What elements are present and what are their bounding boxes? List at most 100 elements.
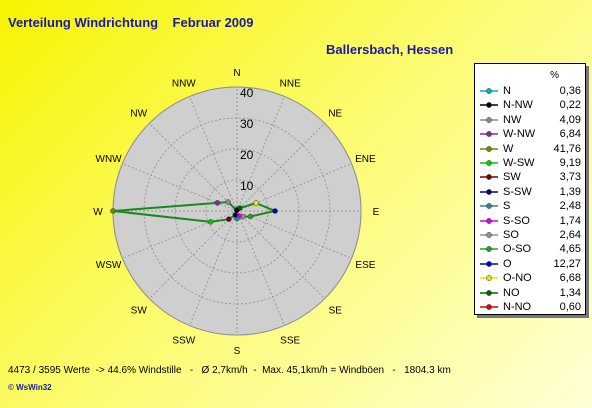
grid-spoke	[236, 210, 352, 259]
legend-item: O-NO 6,68	[475, 271, 585, 285]
legend-item: SW 3,73	[475, 170, 585, 184]
legend-item: NW 4,09	[475, 113, 585, 127]
legend-marker-icon	[480, 260, 498, 267]
direction-label: NNE	[280, 79, 301, 90]
legend-marker-icon	[480, 116, 498, 123]
legend-label: SO	[503, 229, 519, 241]
legend-marker-icon	[480, 102, 498, 109]
legend-marker-icon	[480, 188, 498, 195]
data-point	[207, 219, 214, 225]
chart-subtitle: Ballersbach, Hessen	[326, 42, 454, 57]
legend-unit: %	[550, 70, 559, 81]
chart-title: Verteilung Windrichtung Februar 2009	[8, 15, 254, 30]
legend-value: 6,84	[559, 128, 581, 141]
legend-item: N 0,36	[475, 84, 585, 98]
legend-item: W-NW 6,84	[475, 127, 585, 141]
direction-label: NNW	[172, 79, 196, 90]
legend-marker-icon	[480, 304, 498, 310]
legend-item: W-SW 9,19	[475, 156, 585, 170]
grid-spoke	[148, 210, 238, 300]
legend-label: S-SW	[503, 185, 532, 198]
grid-ring	[205, 179, 269, 243]
legend-value: 4,09	[559, 113, 581, 126]
direction-label: N	[233, 68, 240, 79]
grid-spoke	[189, 96, 238, 212]
direction-label: WNW	[96, 154, 123, 165]
data-point	[225, 199, 231, 205]
legend-marker-icon	[480, 203, 498, 210]
legend-marker-icon	[480, 131, 498, 138]
legend-item: SO 2,64	[475, 228, 585, 242]
radial-tick-label: 40	[240, 86, 254, 100]
legend-item: O 12,27	[475, 257, 585, 271]
direction-label: ESE	[355, 260, 375, 271]
legend-label: S-SO	[503, 214, 530, 227]
grid-spoke	[236, 96, 285, 212]
legend-item: NO 1,34	[475, 286, 585, 300]
legend-value: 6,68	[559, 272, 581, 285]
legend-value: 0,60	[559, 301, 581, 313]
grid-spoke	[236, 210, 326, 300]
legend-item: S 2,48	[475, 199, 585, 213]
legend-value: 2,64	[559, 229, 581, 241]
legend-label: S	[503, 200, 511, 213]
data-point	[232, 212, 239, 218]
direction-label: WSW	[96, 260, 122, 271]
direction-label: NE	[328, 109, 342, 120]
software-brand: © WsWin32	[8, 383, 52, 392]
legend-label: N-NO	[503, 301, 532, 313]
direction-label: S	[234, 346, 241, 357]
direction-label: W	[93, 207, 103, 218]
data-point	[233, 207, 240, 214]
legend-item: N-NO 0,60	[475, 300, 585, 314]
direction-label: SE	[329, 305, 343, 316]
data-point	[214, 200, 221, 206]
legend-label: N-NW	[503, 99, 533, 112]
legend-value: 9,19	[559, 157, 581, 169]
legend-marker-icon	[480, 88, 498, 94]
legend-value: 2,48	[559, 200, 581, 213]
legend-label: W	[503, 142, 514, 155]
grid-spoke	[236, 210, 285, 326]
direction-label: NW	[130, 109, 147, 120]
legend-marker-icon	[480, 275, 498, 282]
legend-value: 0,22	[559, 99, 581, 112]
legend-label: SW	[503, 171, 521, 184]
legend-marker-icon	[480, 145, 498, 152]
legend-item: S-SW 1,39	[475, 185, 585, 199]
legend-marker-icon	[480, 174, 498, 181]
grid-spoke	[189, 210, 238, 326]
legend-value: 41,76	[553, 142, 581, 155]
legend-item: W 41,76	[475, 142, 585, 156]
direction-label: E	[373, 207, 380, 218]
legend-label: W-NW	[503, 128, 536, 141]
radial-tick-label: 20	[240, 148, 254, 162]
legend-label: N	[503, 85, 511, 97]
legend-label: O	[503, 257, 512, 270]
radial-tick-label: 10	[240, 179, 254, 193]
legend-item: N-NW 0,22	[475, 98, 585, 112]
legend-label: NO	[503, 286, 520, 299]
legend-marker-icon	[480, 246, 498, 253]
legend-marker-icon	[480, 160, 498, 166]
radial-tick-label: 30	[240, 117, 254, 131]
legend-value: 0,36	[559, 85, 581, 97]
grid-spoke	[236, 122, 326, 212]
statistics-footer: 4473 / 3595 Werte -> 44.6% Windstille - …	[8, 365, 451, 376]
legend-label: O-NO	[503, 272, 532, 285]
legend-marker-icon	[480, 217, 498, 224]
direction-label: SSE	[280, 335, 300, 346]
data-point	[110, 208, 116, 214]
legend-label: O-SO	[503, 243, 532, 256]
grid-spoke	[148, 122, 238, 212]
legend-value: 1,39	[559, 185, 581, 198]
data-point	[272, 208, 278, 214]
legend-value: 3,73	[559, 171, 581, 184]
legend-value: 4,65	[559, 243, 581, 256]
data-point	[253, 200, 259, 206]
legend-item: O-SO 4,65	[475, 242, 585, 256]
legend-marker-icon	[480, 232, 498, 238]
legend-item: S-SO 1,74	[475, 214, 585, 228]
legend-label: NW	[503, 113, 522, 126]
